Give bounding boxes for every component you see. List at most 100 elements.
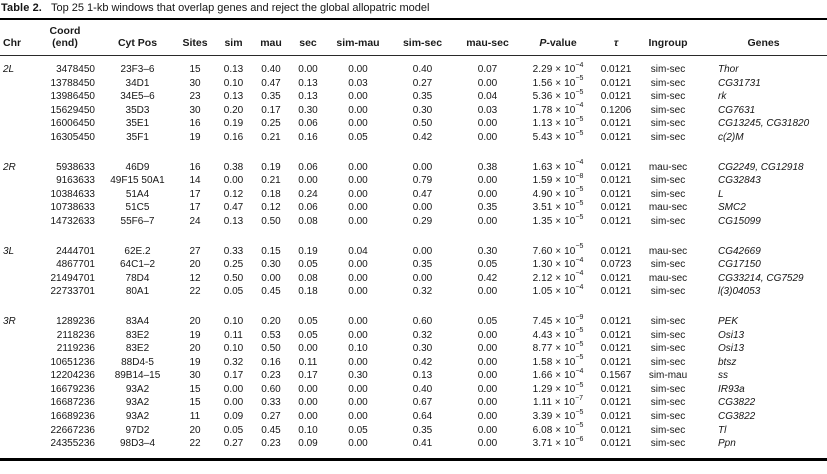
cell-cyt: 55F6–7 — [120, 215, 155, 227]
cell-sim: 0.17 — [223, 370, 244, 382]
cell-pvalue: 4.90 × 10−5 — [532, 186, 584, 200]
pvalue-exponent: −5 — [575, 129, 584, 137]
cell-mau: 0.50 — [261, 215, 281, 227]
table-row: 24355236 98D3–4 22 0.27 0.23 0.09 0.00 0.41 0.00… — [0, 436, 827, 451]
cell-sites: 16 — [189, 118, 201, 130]
cell-ingroup: mau-sec — [648, 272, 688, 284]
cell-coord: 16305450 — [50, 131, 96, 143]
cell-mau_sec: 0.00 — [477, 131, 498, 143]
pvalue-exponent: −5 — [575, 186, 584, 194]
pvalue-exponent: −7 — [575, 395, 584, 403]
table-row: 16305450 35F1 19 0.16 0.21 0.16 0.05 0.42 0.00 5.… — [0, 129, 827, 145]
cell-chr — [0, 342, 30, 356]
cell-ingroup: sim-sec — [650, 383, 686, 395]
col-header-mau: mau — [252, 20, 290, 56]
cell-tau: 0.0121 — [600, 188, 632, 200]
cell-cyt: 51A4 — [125, 188, 150, 200]
cell-coord: 13788450 — [50, 77, 96, 89]
cell-chr — [0, 77, 30, 91]
cell-sim_mau: 0.00 — [348, 175, 368, 187]
cell-sim_mau: 0.00 — [348, 64, 368, 75]
cell-sim_sec: 0.41 — [412, 438, 433, 450]
cell-sim: 0.05 — [223, 424, 244, 436]
cell-pvalue: 1.29 × 10−5 — [532, 381, 584, 395]
cell-mau_sec: 0.35 — [477, 202, 498, 214]
cell-sites: 24 — [189, 215, 201, 227]
cell-pvalue: 1.56 × 10−5 — [532, 75, 584, 89]
cell-tau: 0.0121 — [600, 91, 632, 103]
table-body: 2L 3478450 23F3–6 15 0.13 0.40 0.00 0.00 0.40 0.0… — [0, 56, 827, 460]
cell-cyt: 49F15 50A1 — [110, 175, 165, 187]
cell-sim: 0.11 — [224, 329, 243, 341]
cell-sim: 0.32 — [223, 356, 244, 368]
cell-sites: 15 — [189, 383, 201, 395]
cell-genes: CG15099 — [718, 215, 761, 227]
cell-tau: 0.0121 — [600, 202, 632, 214]
cell-cyt: 97D2 — [125, 424, 150, 436]
cell-sim_sec: 0.00 — [412, 161, 433, 173]
table-row: 16687236 93A2 15 0.00 0.33 0.00 0.00 0.67 0.00 1.… — [0, 395, 827, 410]
cell-tau: 0.0121 — [600, 438, 632, 450]
cell-cyt: 98D3–4 — [119, 438, 156, 450]
cell-coord: 2118236 — [56, 329, 95, 341]
table-row: 14732633 55F6–7 24 0.13 0.50 0.08 0.00 0.29 0.00… — [0, 214, 827, 229]
cell-tau: 0.0121 — [600, 411, 632, 423]
cell-ingroup: sim-sec — [650, 64, 686, 75]
cell-mau_sec: 0.00 — [477, 329, 498, 341]
cell-coord: 21494701 — [50, 272, 96, 284]
cell-pvalue: 1.13 × 10−5 — [532, 116, 584, 130]
pvalue-exponent: −4 — [575, 256, 584, 264]
cell-chr: 3L — [3, 245, 15, 257]
cell-sec: 0.00 — [298, 397, 318, 409]
cell-mau_sec: 0.00 — [477, 343, 498, 355]
cell-pvalue: 3.51 × 10−5 — [532, 200, 584, 214]
cell-sites: 19 — [189, 131, 201, 143]
cell-tau: 0.0121 — [600, 272, 632, 284]
table-title-text: Top 25 1-kb windows that overlap genes a… — [50, 2, 430, 14]
cell-sites: 30 — [189, 370, 201, 382]
cell-mau: 0.30 — [261, 259, 281, 271]
cell-sim_mau: 0.00 — [348, 438, 368, 450]
cell-ingroup: sim-sec — [650, 175, 686, 187]
cell-sim_sec: 0.60 — [412, 315, 433, 327]
cell-sim_sec: 0.79 — [412, 175, 433, 187]
cell-genes: IR93a — [718, 383, 745, 395]
cell-ingroup: sim-sec — [650, 188, 686, 200]
cell-pvalue: 5.36 × 10−5 — [532, 88, 584, 103]
cell-mau: 0.21 — [261, 131, 281, 143]
col-header-sites: Sites — [175, 20, 215, 56]
cell-sim_mau: 0.00 — [348, 272, 368, 284]
cell-cyt: 83E2 — [125, 329, 150, 341]
cell-sim_mau: 0.00 — [348, 411, 368, 423]
cell-sim: 0.13 — [223, 215, 244, 227]
cell-mau: 0.15 — [261, 245, 281, 257]
cell-cyt: 62E.2 — [124, 245, 151, 257]
cell-genes: CG42669 — [718, 245, 761, 257]
cell-sec: 0.06 — [298, 118, 318, 130]
cell-tau: 0.1206 — [600, 104, 632, 116]
cell-chr — [0, 383, 30, 397]
cell-cyt: 46D9 — [125, 161, 150, 173]
cell-sim_sec: 0.35 — [412, 259, 433, 271]
pvalue-exponent: −4 — [575, 270, 584, 278]
cell-mau_sec: 0.04 — [477, 91, 498, 103]
cell-chr — [0, 369, 30, 383]
cell-tau: 0.0121 — [600, 329, 632, 341]
cell-sim_mau: 0.04 — [348, 245, 368, 257]
cell-genes: Osi13 — [718, 329, 745, 341]
lead-spacer-row-cell — [0, 56, 827, 64]
cell-cyt: 23F3–6 — [120, 64, 155, 75]
cell-sim_mau: 0.00 — [348, 161, 368, 173]
cell-sim_sec: 0.30 — [412, 104, 433, 116]
cell-pvalue: 2.12 × 10−4 — [532, 270, 584, 284]
cell-ingroup: mau-sec — [648, 245, 688, 257]
cell-sites: 20 — [189, 315, 201, 327]
cell-genes: c(2)M — [718, 131, 744, 143]
pvalue-exponent: −5 — [575, 116, 584, 124]
cell-pvalue: 1.59 × 10−8 — [532, 172, 584, 187]
cell-mau: 0.53 — [261, 329, 281, 341]
cell-coord: 24355236 — [50, 438, 96, 450]
cell-sim_mau: 0.00 — [348, 397, 368, 409]
cell-genes: Thor — [718, 64, 739, 75]
cell-mau_sec: 0.00 — [477, 383, 498, 395]
